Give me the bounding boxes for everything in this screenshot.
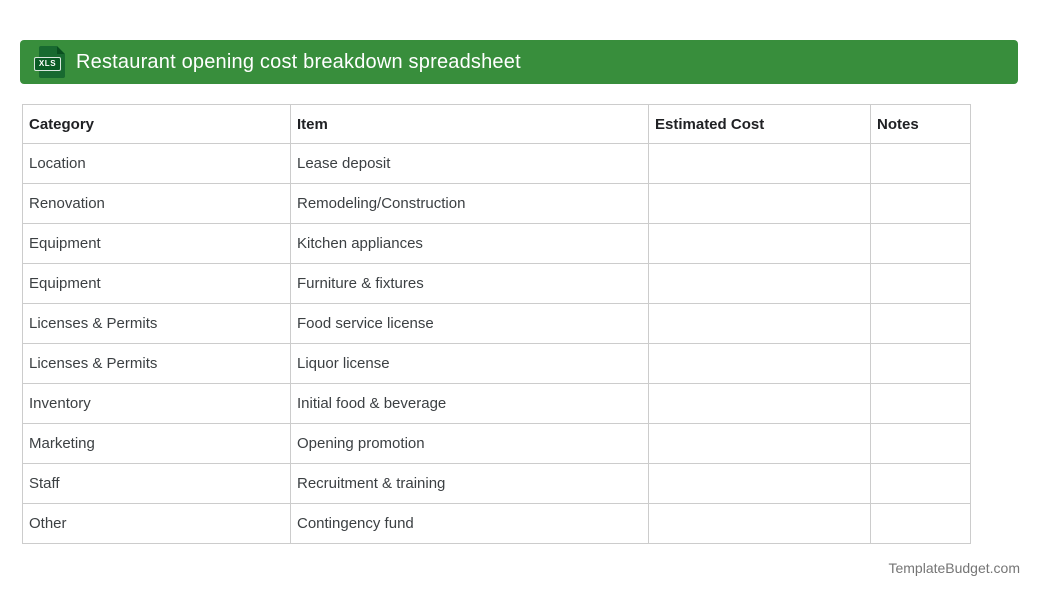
xls-file-icon: XLS <box>34 44 66 80</box>
table-cell-notes <box>870 263 971 304</box>
table-cell-item: Kitchen appliances <box>290 223 649 264</box>
table-cell-estimated-cost <box>648 183 871 224</box>
table-cell-estimated-cost <box>648 223 871 264</box>
column-header-notes: Notes <box>870 104 971 144</box>
table-cell-item: Remodeling/Construction <box>290 183 649 224</box>
table-cell-notes <box>870 143 971 184</box>
table-cell-notes <box>870 463 971 504</box>
table-cell-notes <box>870 303 971 344</box>
table-cell-estimated-cost <box>648 303 871 344</box>
table-cell-item: Liquor license <box>290 343 649 384</box>
table-cell-category: Location <box>22 143 291 184</box>
page-title: Restaurant opening cost breakdown spread… <box>76 50 521 73</box>
table-cell-estimated-cost <box>648 343 871 384</box>
table-cell-item: Lease deposit <box>290 143 649 184</box>
table-row: Marketing Opening promotion <box>22 423 971 464</box>
footer-credit: TemplateBudget.com <box>888 560 1020 576</box>
table-row: Equipment Kitchen appliances <box>22 223 971 264</box>
table-cell-item: Food service license <box>290 303 649 344</box>
table-cell-estimated-cost <box>648 463 871 504</box>
table-row: Licenses & Permits Liquor license <box>22 343 971 384</box>
table-cell-estimated-cost <box>648 263 871 304</box>
table-cell-category: Renovation <box>22 183 291 224</box>
table-cell-estimated-cost <box>648 383 871 424</box>
table-cell-category: Other <box>22 503 291 544</box>
xls-badge-label: XLS <box>34 57 61 71</box>
table-body: Location Lease deposit Renovation Remodelin… <box>22 143 971 544</box>
cost-breakdown-table: Category Item Estimated Cost Notes Locat… <box>22 104 971 544</box>
table-cell-item: Furniture & fixtures <box>290 263 649 304</box>
table-cell-item: Contingency fund <box>290 503 649 544</box>
table-cell-notes <box>870 183 971 224</box>
table-cell-item: Recruitment & training <box>290 463 649 504</box>
table-cell-category: Licenses & Permits <box>22 343 291 384</box>
column-header-category: Category <box>22 104 291 144</box>
table-cell-category: Equipment <box>22 263 291 304</box>
table-cell-notes <box>870 343 971 384</box>
column-header-item: Item <box>290 104 649 144</box>
table-cell-notes <box>870 223 971 264</box>
table-row: Renovation Remodeling/Construction <box>22 183 971 224</box>
table-cell-item: Initial food & beverage <box>290 383 649 424</box>
table-cell-estimated-cost <box>648 503 871 544</box>
table-cell-notes <box>870 383 971 424</box>
table-row: Location Lease deposit <box>22 143 971 184</box>
table-cell-item: Opening promotion <box>290 423 649 464</box>
table-cell-estimated-cost <box>648 423 871 464</box>
table-cell-notes <box>870 423 971 464</box>
table-header-row: Category Item Estimated Cost Notes <box>22 104 971 144</box>
table-cell-category: Marketing <box>22 423 291 464</box>
table-cell-notes <box>870 503 971 544</box>
table-row: Staff Recruitment & training <box>22 463 971 504</box>
table-row: Equipment Furniture & fixtures <box>22 263 971 304</box>
table-cell-category: Staff <box>22 463 291 504</box>
table-cell-category: Equipment <box>22 223 291 264</box>
folded-corner <box>57 46 65 54</box>
table-header: Category Item Estimated Cost Notes <box>22 104 971 144</box>
table-row: Other Contingency fund <box>22 503 971 544</box>
table-cell-category: Licenses & Permits <box>22 303 291 344</box>
title-banner: XLS Restaurant opening cost breakdown sp… <box>20 40 1018 84</box>
table-row: Inventory Initial food & beverage <box>22 383 971 424</box>
table-cell-estimated-cost <box>648 143 871 184</box>
table-row: Licenses & Permits Food service license <box>22 303 971 344</box>
table-cell-category: Inventory <box>22 383 291 424</box>
column-header-estimated-cost: Estimated Cost <box>648 104 871 144</box>
